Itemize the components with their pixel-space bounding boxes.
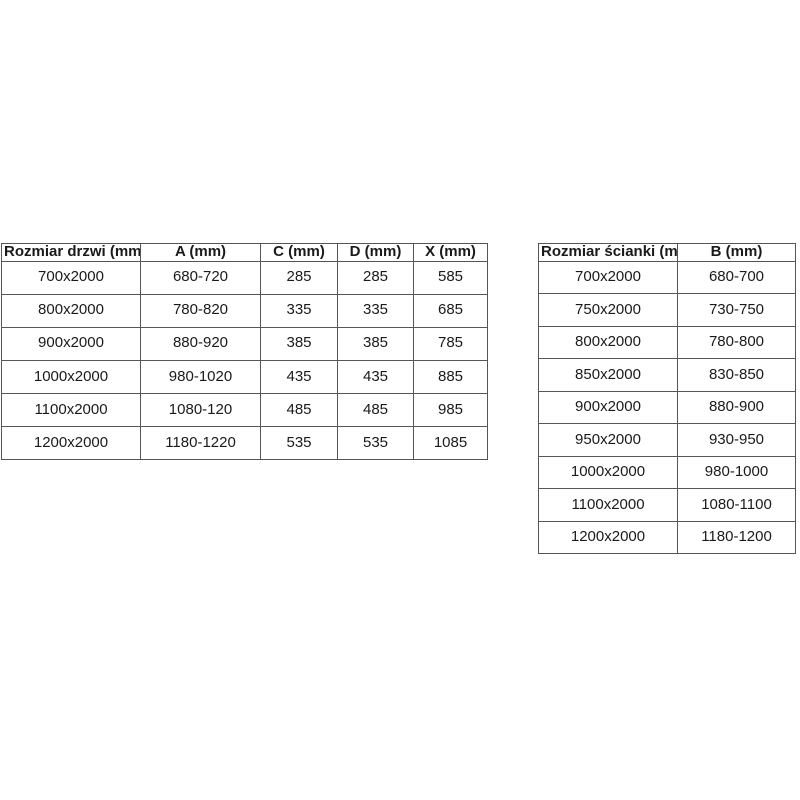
table-row: 1000x2000 980-1000 (538, 455, 796, 489)
column-header: D (mm) (337, 243, 414, 262)
table-cell: 900x2000 (538, 390, 678, 424)
table-cell: 435 (260, 359, 338, 394)
table-cell: 780-820 (140, 293, 261, 328)
table-cell: 1000x2000 (1, 359, 141, 394)
table-row: 700x2000 680-700 (538, 260, 796, 294)
table-row: 850x2000 830-850 (538, 358, 796, 392)
table-cell: 700x2000 (1, 260, 141, 295)
column-header: C (mm) (260, 243, 338, 262)
table-cell: 485 (337, 392, 414, 427)
table-row: 1200x2000 1180-1220 535 535 1085 (1, 425, 488, 461)
doors-dimensions-table: Rozmiar drzwi (mm) A (mm) C (mm) D (mm) X (m… (1, 243, 488, 461)
table-cell: 980-1020 (140, 359, 261, 394)
table-cell: 800x2000 (1, 293, 141, 328)
table-cell: 730-750 (677, 293, 796, 327)
column-header: B (mm) (677, 243, 796, 262)
table-row: 750x2000 730-750 (538, 293, 796, 327)
table-row: 900x2000 880-900 (538, 390, 796, 424)
table-cell: 385 (260, 326, 338, 361)
table-cell: 1200x2000 (1, 425, 141, 461)
table-cell: 950x2000 (538, 423, 678, 457)
table-row: 800x2000 780-800 (538, 325, 796, 359)
table-cell: 880-900 (677, 390, 796, 424)
table-cell: 1085 (413, 425, 488, 461)
table-cell: 1180-1220 (140, 425, 261, 461)
table-cell: 1200x2000 (538, 520, 678, 554)
table-cell: 535 (337, 425, 414, 461)
table-cell: 885 (413, 359, 488, 394)
table-cell: 700x2000 (538, 260, 678, 294)
table-cell: 1180-1200 (677, 520, 796, 554)
table-row: 900x2000 880-920 385 385 785 (1, 326, 488, 361)
wall-dimensions-table: Rozmiar ścianki (mm)B (mm)700x2000680-70… (538, 243, 796, 554)
table-cell: 750x2000 (538, 293, 678, 327)
table-cell: 780-800 (677, 325, 796, 359)
table-cell: 385 (337, 326, 414, 361)
table-cell: 850x2000 (538, 358, 678, 392)
table-cell: 285 (260, 260, 338, 295)
table-cell: 785 (413, 326, 488, 361)
header-row: Rozmiar drzwi (mm) A (mm) C (mm) D (mm) X (m… (1, 243, 488, 262)
table-row: 1000x2000 980-1020 435 435 885 (1, 359, 488, 394)
table-cell: 930-950 (677, 423, 796, 457)
table-cell: 435 (337, 359, 414, 394)
table-row: 800x2000 780-820 335 335 685 (1, 293, 488, 328)
table-cell: 1000x2000 (538, 455, 678, 489)
column-header: A (mm) (140, 243, 261, 262)
table-cell: 535 (260, 425, 338, 461)
table-row: 950x2000 930-950 (538, 423, 796, 457)
table-cell: 800x2000 (538, 325, 678, 359)
column-header: X (mm) (413, 243, 488, 262)
table-cell: 1080-120 (140, 392, 261, 427)
table-cell: 485 (260, 392, 338, 427)
table-cell: 680-700 (677, 260, 796, 294)
table-cell: 335 (337, 293, 414, 328)
table-row: 1100x2000 1080-120 485 485 985 (1, 392, 488, 427)
table-cell: 685 (413, 293, 488, 328)
table-cell: 1080-1100 (677, 488, 796, 522)
table-row: 1200x2000 1180-1200 (538, 520, 796, 554)
header-row: Rozmiar ścianki (mm)B (mm) (538, 243, 796, 262)
column-header: Rozmiar ścianki (mm) (538, 243, 678, 262)
table-cell: 830-850 (677, 358, 796, 392)
table-cell: 900x2000 (1, 326, 141, 361)
column-header: Rozmiar drzwi (mm) (1, 243, 141, 262)
table-cell: 880-920 (140, 326, 261, 361)
table-row: 1100x2000 1080-1100 (538, 488, 796, 522)
table-cell: 285 (337, 260, 414, 295)
table-cell: 335 (260, 293, 338, 328)
table-cell: 1100x2000 (538, 488, 678, 522)
doors-table-container: Rozmiar drzwi (mm) A (mm) C (mm) D (mm) X (m… (1, 243, 488, 461)
table-cell: 980-1000 (677, 455, 796, 489)
table-cell: 1100x2000 (1, 392, 141, 427)
table-row: 700x2000 680-720 285 285 585 (1, 260, 488, 295)
table-cell: 680-720 (140, 260, 261, 295)
wall-table-container: Rozmiar ścianki (mm)B (mm)700x2000680-70… (538, 243, 796, 554)
table-cell: 985 (413, 392, 488, 427)
table-cell: 585 (413, 260, 488, 295)
